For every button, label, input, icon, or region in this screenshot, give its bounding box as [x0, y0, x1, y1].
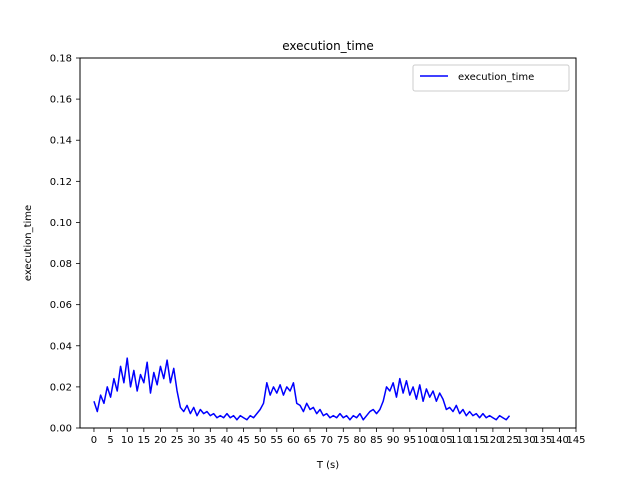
x-tick-label: 120 [483, 435, 502, 446]
x-tick-label: 110 [450, 435, 469, 446]
x-tick-label: 10 [121, 435, 134, 446]
x-tick-label: 115 [467, 435, 486, 446]
x-tick-label: 130 [517, 435, 536, 446]
x-tick-label: 95 [403, 435, 416, 446]
x-tick-label: 65 [304, 435, 317, 446]
x-tick-label: 35 [204, 435, 217, 446]
x-tick-label: 20 [154, 435, 167, 446]
x-tick-label: 60 [287, 435, 300, 446]
plot-frame [79, 57, 577, 429]
y-tick-label: 0.14 [50, 136, 72, 147]
x-tick-label: 40 [221, 435, 234, 446]
chart-title: execution_time [282, 39, 374, 53]
x-tick-label: 140 [550, 435, 569, 446]
y-tick-label: 0.08 [50, 259, 72, 270]
x-tick-label: 105 [433, 435, 452, 446]
series-line-0 [93, 357, 511, 421]
y-tick-label: 0.06 [50, 300, 72, 311]
y-axis-label: execution_time [23, 205, 34, 281]
x-tick-label: 0 [91, 435, 97, 446]
x-tick-label: 145 [566, 435, 585, 446]
x-tick-label: 25 [171, 435, 184, 446]
y-tick-label: 0.04 [50, 341, 72, 352]
x-tick-label: 5 [107, 435, 113, 446]
legend-box [412, 64, 570, 92]
x-tick-label: 85 [370, 435, 383, 446]
y-axis: 0.00 0.02 0.04 0.06 0.08 0.10 0.12 0.14 0.16 0.18 [50, 54, 80, 435]
y-tick-label: 0.02 [50, 382, 72, 393]
x-axis-label: T (s) [316, 460, 339, 471]
plot-area [93, 357, 511, 421]
x-tick-label: 100 [417, 435, 436, 446]
x-tick-label: 80 [354, 435, 367, 446]
y-tick-label: 0.12 [50, 177, 72, 188]
legend: execution_time [412, 64, 570, 92]
x-tick-label: 55 [270, 435, 283, 446]
y-tick-label: 0.18 [50, 54, 72, 65]
y-tick-label: 0.00 [50, 424, 72, 435]
x-tick-label: 30 [187, 435, 200, 446]
x-tick-label: 135 [533, 435, 552, 446]
x-tick-label: 50 [254, 435, 267, 446]
x-tick-label: 125 [500, 435, 519, 446]
x-tick-label: 70 [320, 435, 333, 446]
x-tick-label: 45 [237, 435, 250, 446]
x-axis: 0 5 10 15 20 25 30 35 40 45 50 55 60 65 70 75 80 85 90 95 10… [91, 428, 586, 446]
y-tick-label: 0.10 [50, 218, 72, 229]
x-tick-label: 75 [337, 435, 350, 446]
x-tick-label: 90 [387, 435, 400, 446]
y-tick-label: 0.16 [50, 95, 72, 106]
legend-label: execution_time [458, 72, 534, 83]
x-tick-label: 15 [137, 435, 150, 446]
